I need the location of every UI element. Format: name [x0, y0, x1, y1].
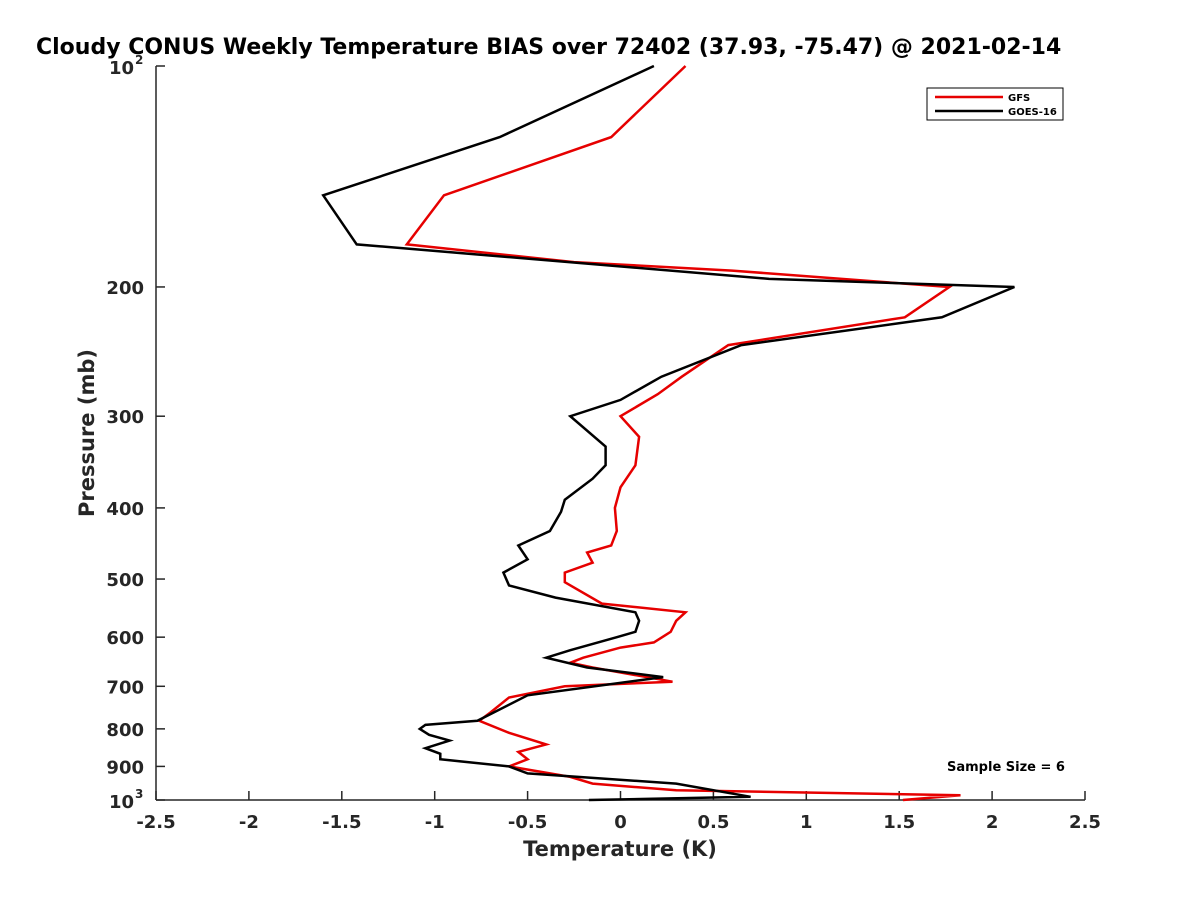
y-tick-label-exponent: 2 — [135, 53, 143, 67]
x-tick-label: 1 — [800, 812, 813, 833]
y-tick-label: 700 — [106, 677, 144, 698]
y-tick-label: 10 — [109, 58, 134, 79]
x-tick-label: -1 — [425, 812, 445, 833]
y-tick-label: 800 — [106, 720, 144, 741]
x-tick-label: 1.5 — [883, 812, 915, 833]
x-tick-label: 2.5 — [1069, 812, 1101, 833]
y-tick-label: 200 — [106, 278, 144, 299]
legend: GFS GOES-16 — [926, 87, 1064, 121]
x-tick-label: 2 — [986, 812, 999, 833]
y-tick-label: 900 — [106, 757, 144, 778]
legend-goes16-label: GOES-16 — [1008, 107, 1057, 118]
series-line-gfs — [404, 65, 961, 802]
x-tick-label: -2 — [239, 812, 259, 833]
legend-box — [926, 87, 1064, 121]
axes: -2.5 -2 -1.5 -1 -0.5 0 0.5 1 1.5 2 2.510 2200300400… — [106, 53, 1101, 833]
y-tick-label: 10 — [109, 792, 134, 813]
y-tick-label-exponent: 3 — [135, 787, 143, 801]
y-tick-label: 300 — [106, 407, 144, 428]
legend-gfs-label: GFS — [1008, 93, 1030, 104]
x-tick-label: -1.5 — [322, 812, 361, 833]
x-tick-label: 0 — [614, 812, 627, 833]
series-line-goes-16 — [321, 64, 1015, 802]
y-tick-label: 400 — [106, 499, 144, 520]
x-tick-label: 0.5 — [697, 812, 729, 833]
sample-size-annotation: Sample Size = 6 — [947, 760, 1065, 775]
y-tick-label: 500 — [106, 570, 144, 591]
x-tick-label: -2.5 — [136, 812, 175, 833]
y-axis-label: Pressure (mb) — [75, 349, 99, 517]
y-tick-label: 600 — [106, 628, 144, 649]
chart-title: Cloudy CONUS Weekly Temperature BIAS ove… — [36, 35, 1061, 60]
x-tick-label: -0.5 — [508, 812, 547, 833]
x-axis-label: Temperature (K) — [523, 837, 717, 861]
series-layer — [321, 64, 1015, 802]
